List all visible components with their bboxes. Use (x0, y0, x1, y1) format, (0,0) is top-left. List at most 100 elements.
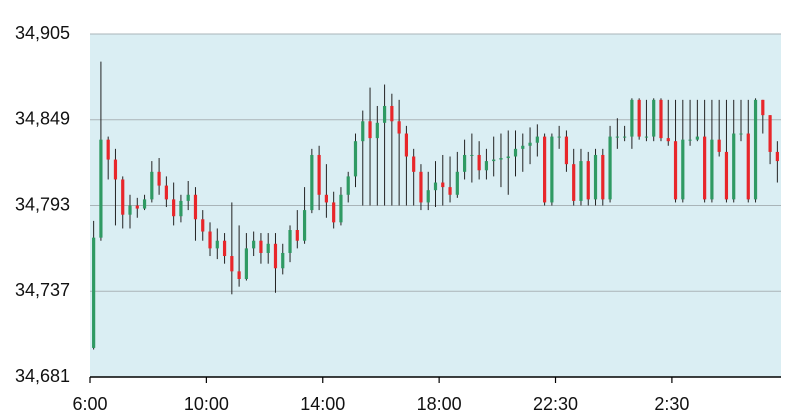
candle-body (266, 243, 270, 253)
y-tick-label: 34,681 (15, 366, 70, 386)
candle-body (535, 136, 539, 143)
candle-body (128, 205, 132, 215)
candle-body (448, 187, 452, 195)
candle-body (477, 154, 481, 171)
candle-body (142, 199, 147, 209)
candle-body (506, 156, 510, 159)
candle-body (659, 99, 663, 139)
candle-body (324, 194, 328, 203)
candle-body (201, 219, 205, 232)
candle-body (608, 136, 612, 200)
candle-body (688, 139, 692, 141)
candle-body (222, 240, 227, 257)
candle-body (717, 139, 721, 152)
candle-body (579, 161, 583, 201)
candle-body (237, 271, 241, 279)
candle-body (193, 194, 198, 220)
candle-body (630, 99, 634, 137)
candle-body (426, 190, 430, 203)
candle-body (724, 151, 729, 200)
candle-body (295, 230, 299, 241)
candle-body (288, 230, 292, 253)
candle-body (346, 176, 350, 195)
candle-body (244, 248, 248, 279)
candle-body (390, 105, 394, 122)
candle-body (593, 154, 598, 200)
candle-body (775, 151, 779, 162)
x-tick-label: 2:30 (654, 394, 689, 414)
candle-body (281, 252, 285, 269)
candle-body (455, 171, 459, 195)
candle-body (484, 161, 489, 171)
candle-body (259, 240, 263, 253)
candle-body (230, 256, 234, 272)
candle-body (397, 121, 401, 134)
candle-body (135, 205, 139, 209)
candle-body (695, 136, 699, 140)
candle-body (615, 136, 619, 138)
candle-body (557, 136, 561, 138)
candle-body (499, 158, 503, 160)
candle-body (550, 136, 554, 203)
candle-body (273, 243, 278, 269)
candle-body (492, 159, 496, 162)
candle-body (543, 136, 547, 203)
candle-body (412, 156, 416, 172)
candle-body (186, 194, 190, 201)
candle-body (666, 138, 670, 142)
candle-body (332, 202, 336, 223)
x-tick-label: 6:00 (72, 394, 107, 414)
candle-body (404, 133, 409, 157)
candle-body (99, 139, 103, 238)
candle-body (644, 136, 649, 138)
candle-body (470, 154, 474, 156)
candle-body (753, 99, 758, 200)
candle-body (121, 179, 125, 215)
candle-body (106, 139, 110, 160)
candle-body (521, 145, 525, 149)
candle-body (681, 139, 685, 200)
candle-body (310, 154, 314, 211)
y-tick-label: 34,905 (15, 23, 70, 43)
candle-body (746, 133, 750, 200)
x-tick-label: 10:00 (184, 394, 229, 414)
candle-body (353, 141, 358, 177)
candle-body (339, 194, 343, 223)
candle-body (172, 199, 176, 217)
candle-body (739, 133, 743, 135)
candle-body (361, 121, 365, 142)
candle-body (462, 154, 467, 172)
candle-body (768, 115, 772, 152)
candle-body (317, 154, 321, 195)
candle-body (179, 200, 183, 217)
candle-body (623, 136, 627, 138)
candle-body (652, 99, 656, 137)
candle-body (215, 240, 219, 249)
candle-body (92, 237, 96, 348)
candle-body (150, 171, 154, 200)
candle-body (564, 136, 569, 165)
candle-body (433, 182, 438, 191)
y-tick-label: 34,793 (15, 194, 70, 214)
candle-body (703, 136, 707, 200)
candle-body (302, 210, 307, 241)
candle-body (252, 240, 256, 249)
candle-body (208, 231, 212, 249)
candle-body (419, 171, 423, 203)
candle-body (382, 105, 387, 123)
candle-body (710, 139, 714, 200)
candle-body (528, 142, 532, 146)
candle-body (375, 122, 379, 139)
x-tick-label: 14:00 (300, 394, 345, 414)
candle-body (513, 148, 518, 157)
y-tick-label: 34,737 (15, 280, 70, 300)
candle-body (732, 133, 736, 200)
candle-body (113, 159, 118, 180)
x-tick-label: 18:00 (417, 394, 462, 414)
candle-body (601, 154, 605, 200)
candle-body (368, 121, 372, 139)
y-tick-label: 34,849 (15, 109, 70, 129)
candle-body (157, 171, 161, 186)
candle-body (637, 99, 641, 137)
